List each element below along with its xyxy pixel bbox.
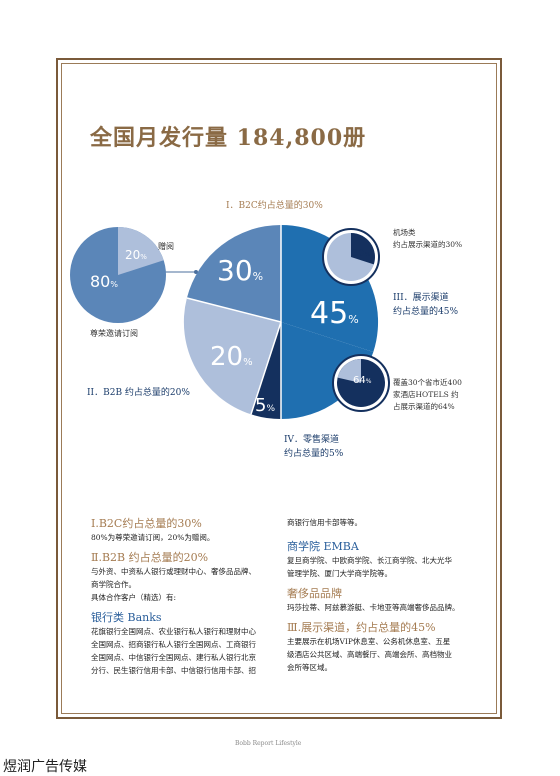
right-text-column: 商银行信用卡部等等。 商学院 EMBA 复旦商学院、中欧商学院、长江商学院、北大… — [287, 516, 467, 674]
hotel-label-1: 覆盖30个省市近400 — [393, 378, 462, 387]
banks-heading: 银行类 Banks — [91, 611, 162, 624]
main-pie-45b-segment — [281, 322, 374, 420]
b2b-text-2: 商学院合作。 — [91, 580, 136, 589]
top-small-label: 30% — [352, 248, 371, 259]
hotel-label-2: 家酒店HOTELS 约 — [393, 390, 459, 399]
luxury-text: 玛莎拉蒂、阿兹慕游艇、卡地亚等高端奢侈品品牌。 — [287, 603, 460, 612]
b2b-heading: Ⅱ.B2B 约占总量的20% — [91, 551, 209, 564]
main-30-label: 30% — [217, 254, 264, 287]
left-pie — [70, 227, 166, 323]
left-pie-20-label: 20% — [125, 248, 147, 262]
retail-label-2: 约占总量的5% — [284, 449, 344, 459]
bottom-small-label: 64% — [353, 375, 372, 386]
show-text-3: 会所等区域。 — [287, 663, 332, 672]
show-heading: Ⅲ.展示渠道，约占总量的45% — [287, 621, 436, 634]
main-5-label: 5% — [255, 395, 276, 416]
left-pie-80-label: 80% — [90, 272, 118, 291]
show-text-2: 级酒店公共区域、高端餐厅、高端会所、高档物业 — [287, 650, 452, 659]
footer-brand: Bobb Report Lifestyle — [235, 740, 302, 747]
show-label-1: III．展示渠道 — [393, 293, 449, 303]
b2b-text-1: 与外资、中资私人银行或理财中心、奢侈品品牌、 — [91, 567, 256, 576]
banks-text-1: 花旗银行全国网点、农业银行私人银行和理财中心 — [91, 627, 256, 636]
main-20-label: 20% — [210, 342, 253, 372]
gift-label: 赠阅 — [158, 242, 174, 251]
emba-heading: 商学院 EMBA — [287, 540, 359, 553]
airport-label-1: 机场类 — [393, 228, 416, 237]
outer-frame — [56, 58, 502, 719]
bottom-small-pie — [332, 354, 390, 412]
inner-frame — [61, 63, 497, 714]
page-title: 全国月发行量 184,800册 — [90, 125, 367, 151]
main-45-label: 45% — [310, 296, 359, 331]
banks-text-2: 全国网点、招商银行私人银行全国网点、工商银行 — [91, 640, 256, 649]
invite-label: 尊荣邀请订阅 — [90, 329, 138, 338]
main-pie-45-segment — [281, 224, 379, 352]
connector-dot — [194, 270, 198, 274]
left-text-column: Ⅰ.B2C约占总量的30% 80%为尊荣邀请订阅，20%为赠阅。 Ⅱ.B2B 约… — [91, 516, 271, 677]
b2b-text-3: 具体合作客户（精选）有: — [91, 593, 177, 602]
retail-label-1: IV．零售渠道 — [284, 435, 340, 445]
watermark-text: 煜润广告传媒 — [3, 759, 87, 775]
hotel-label-3: 占展示渠道的64% — [393, 402, 455, 411]
b2b-label: II．B2B 约占总量的20% — [87, 388, 190, 398]
emba-text-2: 管理学院、厦门大学商学院等。 — [287, 569, 392, 578]
show-label-2: 约占总量的45% — [393, 307, 459, 317]
banks-text-3: 全国网点、中信银行全国网点、建行私人银行北京 — [91, 653, 256, 662]
show-text-1: 主要展示在机场VIP休息室、公务机休息室、五星 — [287, 637, 451, 646]
banks-text-4: 分行、民生银行信用卡部、中信银行信用卡部、招 — [91, 666, 256, 675]
b2c-label: I．B2C约占总量的30% — [226, 201, 323, 211]
main-pie — [183, 224, 379, 420]
top-small-pie — [322, 228, 380, 286]
luxury-heading: 奢侈品品牌 — [287, 587, 342, 600]
main-pie-20-segment — [183, 298, 281, 415]
main-pie-30-segment — [186, 224, 281, 322]
emba-text-1: 复旦商学院、中欧商学院、长江商学院、北大光华 — [287, 556, 452, 565]
b2c-text: 80%为尊荣邀请订阅，20%为赠阅。 — [91, 533, 215, 542]
left-pie-20-segment — [118, 227, 164, 275]
b2c-heading: Ⅰ.B2C约占总量的30% — [91, 517, 202, 530]
airport-label-2: 约占展示渠道的30% — [393, 240, 463, 249]
banks-text-cont: 商银行信用卡部等等。 — [287, 518, 362, 527]
